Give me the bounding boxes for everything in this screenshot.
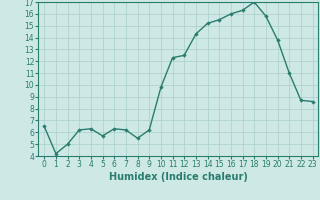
- X-axis label: Humidex (Indice chaleur): Humidex (Indice chaleur): [109, 172, 248, 182]
